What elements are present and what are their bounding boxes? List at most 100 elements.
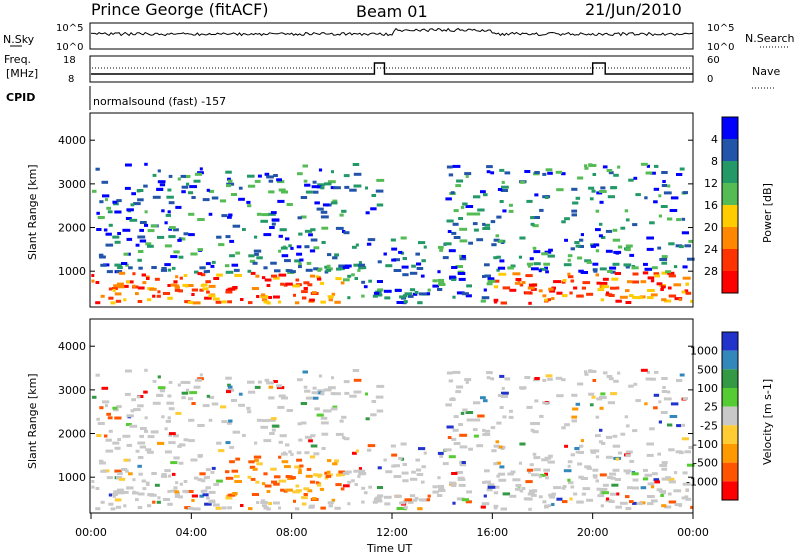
velocity-cell — [197, 478, 203, 482]
power-cell — [204, 296, 212, 300]
velocity-cell — [605, 435, 613, 439]
velocity-cell — [301, 496, 308, 500]
power-cell — [609, 266, 617, 270]
power-cell — [200, 273, 206, 277]
power-cell — [260, 219, 268, 223]
velocity-cell — [426, 498, 431, 502]
velocity-cell — [561, 426, 566, 430]
velocity-cell — [273, 380, 278, 383]
velocity-cell — [591, 395, 596, 399]
power-cell — [227, 177, 231, 181]
power-cell — [660, 205, 668, 208]
velocity-cell — [667, 390, 671, 394]
power-cell — [496, 255, 501, 259]
velocity-cell — [269, 432, 275, 435]
velocity-cell — [528, 507, 532, 511]
velocity-cell — [177, 444, 182, 448]
velocity-cell — [192, 507, 201, 511]
power-cell — [599, 200, 604, 204]
velocity-cell — [520, 386, 526, 390]
freq-tick-bottom: 8 — [68, 74, 74, 85]
velocity-cell — [363, 491, 368, 495]
velocity-cell — [126, 486, 134, 490]
power-cell — [632, 280, 639, 284]
velocity-cell — [121, 468, 128, 471]
power-cell — [232, 286, 238, 289]
power-cell — [202, 287, 209, 291]
velocity-cell — [453, 442, 461, 445]
power-cell — [499, 239, 503, 243]
velocity-cell — [493, 504, 499, 508]
power-cell — [117, 232, 121, 235]
power-cell — [493, 298, 499, 302]
velocity-cell — [229, 445, 235, 449]
power-cell — [142, 281, 147, 285]
velocity-cell — [501, 386, 505, 390]
velocity-cell — [188, 418, 195, 422]
power-cell — [542, 172, 547, 176]
power-cell — [543, 262, 550, 266]
power-cell — [597, 288, 605, 292]
colorbar-tick-label: 16 — [704, 199, 718, 212]
velocity-cell — [202, 489, 208, 493]
power-cell — [663, 191, 672, 195]
power-cell — [114, 210, 122, 214]
power-cell — [675, 244, 683, 248]
velocity-cell — [256, 462, 263, 466]
power-cell — [592, 262, 599, 266]
velocity-cell — [418, 447, 426, 451]
velocity-cell — [353, 469, 360, 473]
velocity-cell — [432, 485, 438, 489]
velocity-cell — [321, 447, 326, 450]
power-cell — [612, 262, 620, 266]
power-cell — [281, 190, 288, 194]
power-cell — [377, 288, 384, 292]
velocity-cell — [455, 471, 463, 474]
power-cell — [563, 263, 572, 267]
velocity-cell — [444, 448, 452, 452]
velocity-cell — [586, 498, 594, 502]
velocity-cell — [665, 476, 672, 480]
velocity-cell — [569, 497, 573, 501]
velocity-cell — [277, 405, 285, 409]
range-tick-label: 1000 — [58, 471, 86, 484]
power-cell — [567, 258, 571, 262]
velocity-cell — [228, 419, 233, 423]
velocity-cell — [126, 486, 130, 490]
velocity-cell — [132, 490, 136, 494]
power-cell — [391, 247, 398, 251]
velocity-cell — [142, 487, 147, 491]
power-cell — [157, 180, 166, 184]
power-cell — [184, 175, 191, 178]
velocity-cell — [673, 471, 678, 475]
velocity-cell — [676, 379, 683, 382]
velocity-cell — [168, 380, 173, 384]
power-cell — [610, 186, 618, 190]
colorbar-tick-label: -1000 — [686, 475, 718, 488]
velocity-cell — [344, 391, 350, 395]
velocity-cell — [210, 470, 215, 474]
velocity-cell — [340, 487, 345, 491]
power-cell — [520, 180, 526, 184]
velocity-cell — [99, 461, 106, 465]
velocity-cell — [409, 477, 418, 481]
velocity-cell — [625, 450, 633, 454]
velocity-cell — [288, 450, 292, 454]
velocity-cell — [612, 468, 620, 472]
power-cell — [171, 266, 176, 270]
power-cell — [480, 299, 486, 303]
power-cell — [668, 242, 675, 246]
velocity-cell — [571, 393, 578, 397]
velocity-cell — [169, 432, 176, 436]
power-cell — [459, 227, 468, 231]
velocity-cell — [175, 481, 179, 485]
power-cell — [547, 171, 553, 175]
velocity-cell — [229, 460, 235, 464]
power-cell — [112, 200, 118, 204]
power-cell — [197, 272, 203, 276]
power-cell — [527, 264, 531, 268]
power-cell — [215, 300, 222, 304]
velocity-cell — [290, 452, 294, 456]
power-cell — [327, 295, 334, 299]
